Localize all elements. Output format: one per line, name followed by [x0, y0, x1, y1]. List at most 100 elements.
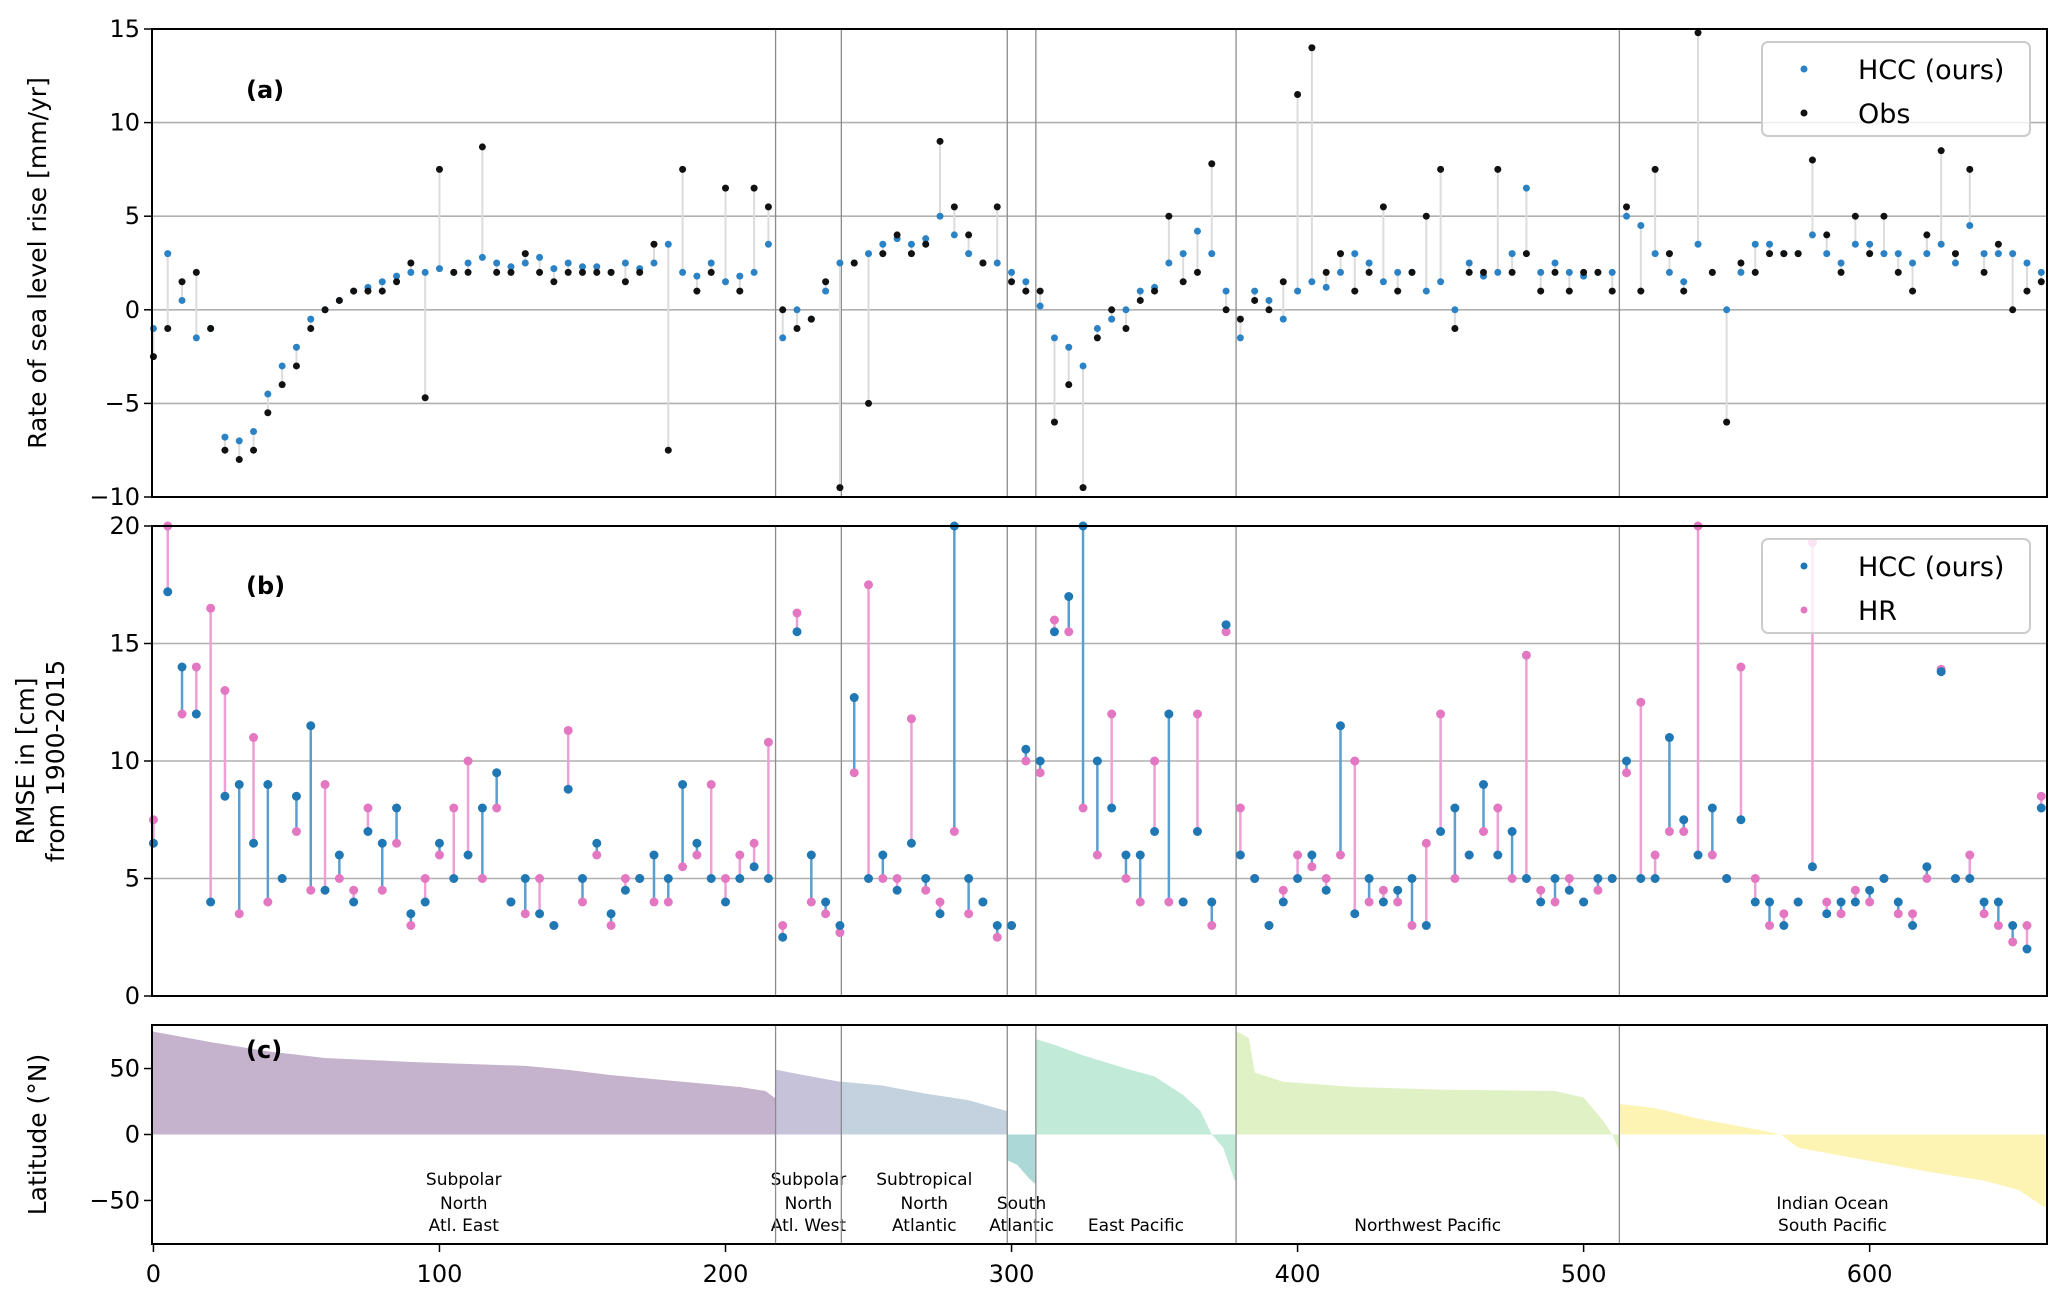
hcc-point — [306, 721, 316, 731]
legend-box — [1761, 538, 2031, 634]
obs-point — [1193, 268, 1201, 276]
obs-point — [1222, 306, 1230, 314]
obs-point — [1236, 315, 1244, 323]
hr-point — [906, 714, 916, 724]
hr-point — [363, 803, 373, 813]
hcc-point — [1479, 780, 1489, 789]
hr-point — [492, 803, 502, 813]
hcc-point — [664, 240, 672, 248]
obs-point — [1108, 306, 1116, 314]
hr-point — [1993, 921, 2003, 930]
hr-point — [377, 885, 387, 895]
hcc-point — [1507, 827, 1517, 836]
x-tick-label: 600 — [1847, 1260, 1893, 1288]
x-tick-label: 0 — [146, 1260, 161, 1288]
hcc-point — [1336, 268, 1344, 276]
hr-point — [1221, 627, 1231, 637]
obs-point — [1565, 287, 1573, 295]
hcc-point — [1193, 227, 1201, 235]
obs-point — [1050, 418, 1058, 426]
hcc-point — [722, 278, 730, 286]
hcc-point — [1093, 325, 1101, 333]
obs-point — [1665, 250, 1673, 258]
hcc-point — [1350, 909, 1360, 919]
hcc-point — [1007, 921, 1017, 930]
hcc-point — [793, 306, 801, 314]
hcc-point — [592, 838, 602, 848]
region-label: Northwest Pacific — [1354, 1216, 1501, 1236]
obs-point — [1866, 250, 1874, 258]
hcc-point — [1365, 259, 1373, 267]
hcc-point — [1965, 874, 1975, 883]
hcc-point — [1207, 897, 1217, 907]
hcc-point — [320, 885, 330, 895]
y-axis-label: from 1900-2015 — [41, 660, 70, 862]
hcc-point — [1836, 897, 1846, 907]
hcc-point — [434, 838, 444, 848]
hcc-point — [2036, 803, 2046, 813]
hcc-point — [1807, 862, 1817, 872]
hcc-point — [1565, 268, 1573, 276]
region-label: South — [997, 1194, 1046, 1214]
hcc-point — [1250, 874, 1260, 883]
hcc-point — [1751, 240, 1759, 248]
hr-point — [1021, 756, 1031, 766]
hr-point — [778, 921, 788, 930]
hcc-point — [1035, 756, 1045, 766]
hcc-point — [535, 909, 545, 919]
hcc-point — [278, 362, 286, 370]
hr-point — [1450, 874, 1460, 883]
hcc-point — [735, 874, 745, 883]
hr-point — [1235, 803, 1245, 813]
hcc-point — [721, 897, 731, 907]
y-tick-label: 5 — [125, 865, 140, 893]
y-tick-label: 5 — [125, 202, 140, 230]
hr-point — [1135, 897, 1145, 907]
hr-point — [592, 850, 602, 860]
hcc-point — [1551, 259, 1559, 267]
hr-point — [334, 874, 344, 883]
hcc-point — [1364, 874, 1374, 883]
hcc-point — [806, 850, 816, 860]
region-latitude-area — [1236, 1031, 1620, 1148]
obs-point — [1465, 268, 1473, 276]
y-tick-label: 0 — [125, 1121, 140, 1149]
obs-point — [1136, 296, 1144, 304]
hcc-point — [1192, 827, 1202, 836]
hcc-point — [1909, 259, 1917, 267]
obs-point — [1594, 268, 1602, 276]
hr-point — [249, 733, 259, 742]
hcc-point — [492, 768, 502, 778]
y-tick-label: 0 — [125, 296, 140, 324]
x-tick-label: 300 — [989, 1260, 1035, 1288]
hr-point — [1407, 921, 1417, 930]
hcc-point — [1851, 240, 1859, 248]
panel-a-rate-of-sea-level-rise: −10 −5 0 5 10 15 (a) Rate of sea level rise [mm… — [23, 15, 2048, 511]
obs-point — [1365, 268, 1373, 276]
hr-point — [735, 850, 745, 860]
hr-point — [577, 897, 587, 907]
region-latitude-area — [152, 1031, 776, 1135]
obs-point — [221, 446, 229, 454]
hcc-point — [1779, 921, 1789, 930]
obs-point — [793, 325, 801, 333]
hcc-point — [1278, 897, 1288, 907]
hcc-point — [1765, 897, 1775, 907]
hcc-point — [865, 250, 873, 258]
hcc-point — [1608, 268, 1616, 276]
hcc-point — [935, 909, 945, 919]
hcc-point — [1150, 827, 1160, 836]
obs-point — [1308, 44, 1316, 52]
y-tick-label: 20 — [109, 512, 140, 540]
hcc-point — [392, 803, 402, 813]
obs-point — [1251, 296, 1259, 304]
hcc-point — [420, 897, 430, 907]
hr-point — [1335, 850, 1345, 860]
hcc-point — [1108, 315, 1116, 323]
hcc-point — [1550, 874, 1560, 883]
hcc-point — [1607, 874, 1617, 883]
hcc-point — [822, 287, 830, 295]
hcc-point — [1966, 222, 1974, 230]
hcc-point — [1107, 803, 1117, 813]
hcc-point — [377, 838, 387, 848]
